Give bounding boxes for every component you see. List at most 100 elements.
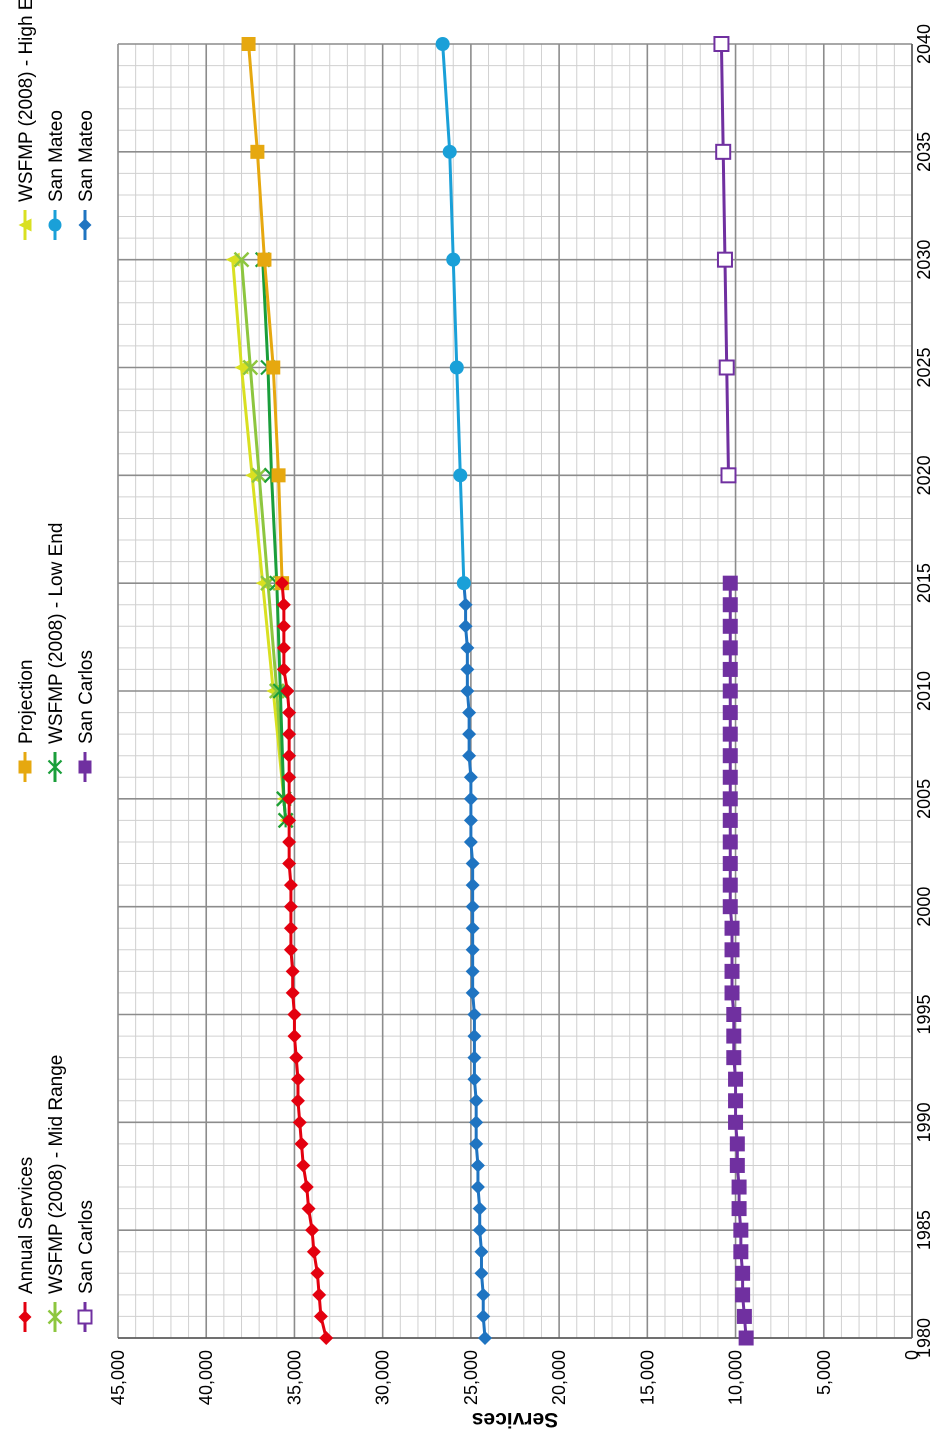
- legend-item: WSFMP (2008) - Low End: [46, 523, 67, 782]
- x-tick-label: 2025: [914, 347, 934, 387]
- data-point: [715, 143, 732, 160]
- data-point: [722, 877, 738, 893]
- legend: Annual Services Projection WSFMP (2008) - …: [16, 0, 97, 1332]
- data-point: [282, 727, 297, 742]
- x-tick-label: 2015: [914, 563, 934, 603]
- data-point: [476, 1287, 491, 1302]
- data-point: [722, 791, 738, 807]
- data-point: [283, 921, 298, 936]
- y-tick-label: 5,000: [814, 1350, 834, 1395]
- data-point: [251, 467, 268, 484]
- data-point: [250, 144, 265, 159]
- data-point: [478, 1331, 493, 1345]
- data-point: [469, 1136, 484, 1151]
- data-point: [474, 1266, 489, 1281]
- data-point: [736, 1308, 752, 1324]
- y-tick-label: 25,000: [461, 1350, 481, 1405]
- data-point: [470, 1158, 485, 1173]
- data-point: [442, 144, 457, 159]
- data-point: [728, 1071, 744, 1087]
- data-point: [290, 1093, 305, 1108]
- data-point: [292, 1115, 307, 1130]
- data-point: [296, 1158, 311, 1173]
- data-point: [720, 467, 737, 484]
- legend-marker: [18, 218, 32, 232]
- series-san-carlos: [722, 575, 754, 1346]
- x-tick-label: 2020: [914, 455, 934, 495]
- y-tick-label: 0: [902, 1350, 922, 1360]
- data-point: [449, 360, 464, 375]
- x-tick-label: 1995: [914, 994, 934, 1034]
- legend-label: San Carlos: [76, 650, 97, 744]
- series-projection: [241, 37, 290, 591]
- y-tick-label: 40,000: [196, 1350, 216, 1405]
- legend-item: WSFMP (2008) - High End: [16, 0, 37, 240]
- legend-marker: [18, 1310, 32, 1324]
- data-point: [724, 920, 740, 936]
- data-point: [272, 683, 289, 699]
- data-point: [722, 661, 738, 677]
- data-point: [731, 1179, 747, 1195]
- legend-label: WSFMP (2008) - Mid Range: [46, 1055, 67, 1294]
- y-tick-label: 35,000: [284, 1350, 304, 1405]
- data-point: [470, 1180, 485, 1195]
- data-point: [299, 1180, 314, 1195]
- data-point: [463, 813, 478, 828]
- legend-label: Projection: [16, 660, 37, 745]
- data-point: [282, 748, 297, 763]
- series-line: [441, 43, 466, 584]
- data-point: [476, 1309, 491, 1324]
- data-point: [729, 1157, 745, 1173]
- legend-item: Annual Services: [16, 1157, 37, 1332]
- data-point: [467, 1007, 482, 1022]
- data-point: [313, 1309, 328, 1324]
- y-axis-title: Services: [472, 1408, 558, 1431]
- legend-marker: [77, 1309, 93, 1325]
- data-point: [435, 37, 450, 51]
- data-point: [467, 1029, 482, 1044]
- legend-marker: [47, 759, 63, 775]
- x-tick-label: 2000: [914, 887, 934, 927]
- data-point: [463, 834, 478, 849]
- legend-label: San Carlos: [76, 1200, 97, 1294]
- data-point: [458, 619, 473, 634]
- data-point: [310, 1266, 325, 1281]
- data-point: [467, 1050, 482, 1065]
- data-point: [462, 705, 477, 720]
- data-point: [282, 834, 297, 849]
- data-point: [722, 705, 738, 721]
- data-point: [465, 964, 480, 979]
- legend-marker: [78, 760, 92, 774]
- data-point: [319, 1331, 334, 1345]
- legend-label: San Mateo: [46, 110, 67, 202]
- series-san-mateo: [456, 576, 493, 1345]
- data-point: [718, 359, 735, 376]
- legend-label: Annual Services: [16, 1157, 37, 1294]
- y-tick-label: 45,000: [108, 1350, 128, 1405]
- x-tick-label: 1985: [914, 1210, 934, 1250]
- legend-label: WSFMP (2008) - High End: [16, 0, 37, 202]
- x-tick-label: 1980: [914, 1318, 934, 1358]
- data-point: [285, 985, 300, 1000]
- data-point: [469, 1093, 484, 1108]
- data-point: [306, 1244, 321, 1259]
- data-point: [456, 576, 471, 591]
- data-point: [282, 813, 297, 828]
- data-point: [276, 662, 291, 677]
- legend-marker: [78, 218, 92, 232]
- data-point: [722, 726, 738, 742]
- data-point: [726, 1028, 742, 1044]
- y-tick-label: 20,000: [549, 1350, 569, 1405]
- data-point: [726, 1007, 742, 1022]
- data-point: [462, 748, 477, 763]
- data-point: [465, 942, 480, 957]
- data-point: [722, 834, 738, 850]
- data-point: [735, 1287, 751, 1303]
- data-point: [234, 360, 249, 375]
- x-tick-label: 2010: [914, 671, 934, 711]
- data-point: [722, 899, 738, 915]
- data-point: [465, 856, 480, 871]
- data-point: [285, 964, 300, 979]
- data-point: [458, 597, 473, 612]
